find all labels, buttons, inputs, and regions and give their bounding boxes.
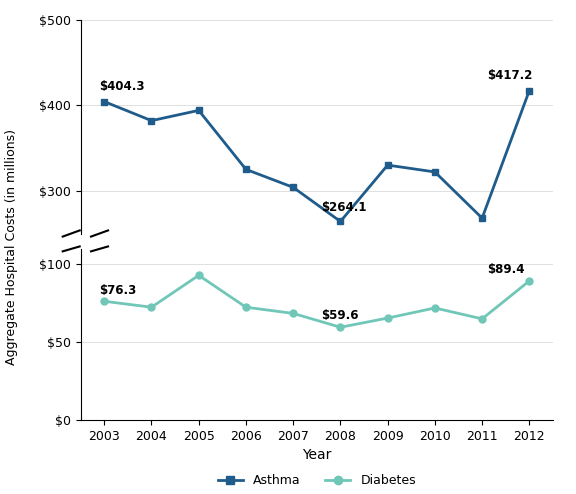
Text: $89.4: $89.4 — [487, 263, 524, 276]
Legend: Asthma, Diabetes: Asthma, Diabetes — [213, 469, 421, 492]
Text: $76.3: $76.3 — [100, 284, 137, 296]
Text: $404.3: $404.3 — [100, 80, 145, 92]
Text: $417.2: $417.2 — [487, 69, 532, 82]
X-axis label: Year: Year — [302, 448, 331, 462]
Text: $264.1: $264.1 — [321, 201, 367, 214]
Text: $59.6: $59.6 — [321, 309, 359, 323]
Text: Aggregate Hospital Costs (in millions): Aggregate Hospital Costs (in millions) — [5, 129, 18, 365]
